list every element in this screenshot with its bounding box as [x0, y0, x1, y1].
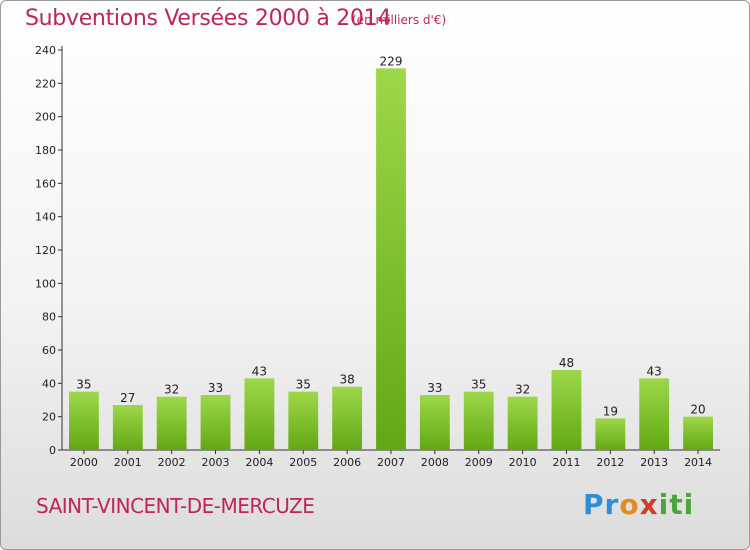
bar-2006 [332, 386, 363, 450]
bar-2011 [551, 370, 582, 450]
y-tick-label: 60 [42, 344, 56, 357]
y-tick-label: 140 [35, 211, 56, 224]
value-label-2002: 32 [164, 383, 179, 397]
y-tick-label: 120 [35, 244, 56, 257]
bar-2009 [463, 391, 494, 450]
value-label-2000: 35 [76, 378, 91, 392]
y-tick-label: 180 [35, 144, 56, 157]
value-label-2013: 43 [647, 364, 662, 378]
bar-2010 [507, 396, 538, 450]
value-label-2006: 38 [339, 373, 354, 387]
x-tick-label-2012: 2012 [596, 456, 624, 469]
y-tick-label: 220 [35, 77, 56, 90]
value-label-2014: 20 [690, 403, 705, 417]
bar-2013 [639, 378, 670, 450]
y-tick-label: 20 [42, 411, 56, 424]
value-label-2001: 27 [120, 391, 135, 405]
chart-bars [69, 68, 713, 450]
value-label-2004: 43 [252, 364, 267, 378]
x-tick-label-2001: 2001 [114, 456, 142, 469]
x-tick-label-2006: 2006 [333, 456, 361, 469]
bar-2007 [376, 68, 406, 450]
bar-2002 [156, 396, 187, 450]
x-tick-label-2007: 2007 [377, 456, 405, 469]
value-label-2005: 35 [296, 378, 311, 392]
y-tick-label: 200 [35, 111, 56, 124]
x-tick-label-2014: 2014 [684, 456, 712, 469]
bar-2001 [112, 405, 143, 450]
y-tick-label: 100 [35, 277, 56, 290]
bar-2004 [244, 378, 275, 450]
x-tick-label-2005: 2005 [289, 456, 317, 469]
value-label-2011: 48 [559, 356, 574, 370]
x-tick-label-2008: 2008 [421, 456, 449, 469]
bar-2012 [595, 418, 626, 450]
chart-labels: 35 2000 27 2001 32 2002 33 2003 43 2004 35 2005 38 20… [70, 54, 712, 469]
value-label-2003: 33 [208, 381, 223, 395]
value-label-2010: 32 [515, 383, 530, 397]
proxiti-logo: Proxiti [583, 488, 695, 521]
bar-2000 [69, 391, 99, 450]
town-name: SAINT-VINCENT-DE-MERCUZE [36, 494, 315, 518]
x-tick-label-2004: 2004 [245, 456, 273, 469]
bar-2003 [200, 395, 231, 450]
chart-unit: (en milliers d'€) [352, 13, 447, 27]
y-tick-label: 240 [35, 44, 56, 57]
y-tick-label: 40 [42, 377, 56, 390]
x-tick-label-2013: 2013 [640, 456, 668, 469]
chart-title: Subventions Versées 2000 à 2014 [25, 6, 392, 31]
value-label-2009: 35 [471, 378, 486, 392]
x-tick-label-2002: 2002 [158, 456, 186, 469]
bar-2008 [419, 395, 450, 450]
value-label-2008: 33 [427, 381, 442, 395]
bar-2005 [288, 391, 319, 450]
y-tick-label: 0 [49, 444, 56, 457]
value-label-2012: 19 [603, 404, 618, 418]
value-label-2007: 229 [380, 54, 403, 68]
y-tick-label: 80 [42, 311, 56, 324]
x-tick-label-2010: 2010 [509, 456, 537, 469]
x-tick-label-2000: 2000 [70, 456, 98, 469]
y-tick-label: 160 [35, 177, 56, 190]
x-tick-label-2011: 2011 [552, 456, 580, 469]
x-tick-label-2003: 2003 [202, 456, 230, 469]
bar-2014 [683, 416, 713, 450]
x-tick-label-2009: 2009 [465, 456, 493, 469]
